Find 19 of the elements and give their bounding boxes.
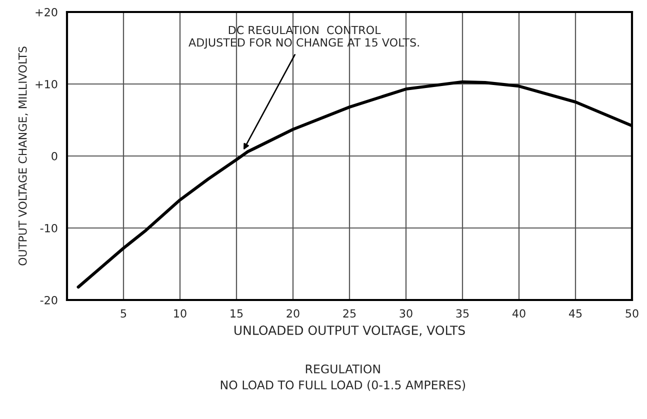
x-tick-label: 40 <box>512 309 526 318</box>
x-tick-label: 35 <box>456 309 469 318</box>
x-tick-label: 50 <box>626 309 638 318</box>
x-tick-label: 25 <box>343 309 356 318</box>
y-tick-label: -20 <box>40 296 58 304</box>
y-tick-label: -10 <box>40 224 58 232</box>
y-tick-label: +10 <box>36 80 58 88</box>
x-tick-label: 5 <box>120 309 126 318</box>
text: REGULATION <box>306 364 380 374</box>
x-tick-label: 45 <box>568 309 582 318</box>
x-tick-label: 10 <box>174 309 186 318</box>
y-tick-label: +20 <box>36 8 58 16</box>
x-tick-label: 30 <box>400 309 412 318</box>
x-tick-label: 15 <box>230 309 243 318</box>
x-tick-label: 20 <box>286 309 300 318</box>
y-axis-title: OUTPUT VOLTAGE CHANGE, MILLIVOLTS <box>18 46 28 266</box>
text: NO LOAD TO FULL LOAD (0-1.5 AMPERES) <box>220 380 466 391</box>
x-axis-title: UNLOADED OUTPUT VOLTAGE, VOLTS <box>234 326 465 336</box>
y-tick-label: 0 <box>52 152 58 160</box>
